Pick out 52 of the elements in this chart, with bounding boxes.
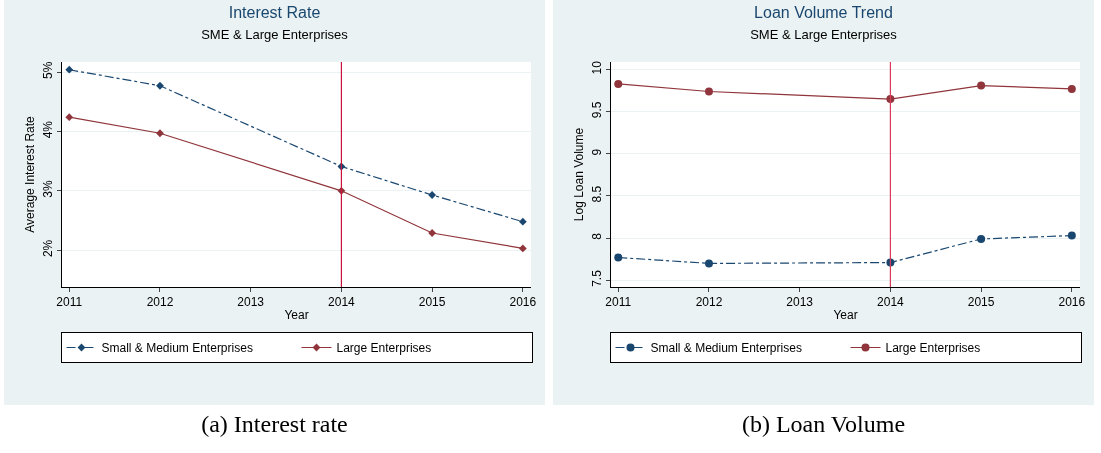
x-tick-label: 2016	[1058, 295, 1086, 310]
x-tick-label: 2016	[509, 295, 537, 310]
point	[1067, 84, 1076, 93]
x-tick-label: 2015	[967, 295, 995, 310]
point	[977, 81, 986, 90]
point	[156, 129, 164, 138]
x-tick-label: 2013	[786, 295, 814, 310]
x-tick-label: 2015	[418, 295, 446, 310]
x-tick-label: 2011	[56, 295, 83, 310]
y-tick-label: 10	[590, 60, 605, 75]
x-tick-label: 2012	[695, 295, 723, 310]
point	[704, 259, 713, 268]
point	[1067, 231, 1076, 240]
y-tick-label: 7.5	[590, 269, 605, 287]
y-tick-label: 4%	[41, 120, 56, 139]
point	[518, 244, 527, 253]
legend-label: Small & Medium Enterprises	[101, 341, 253, 356]
point	[156, 81, 164, 90]
legend-label: Small & Medium Enterprises	[650, 341, 802, 356]
chart-title: Loan Volume Trend	[754, 4, 893, 22]
point	[614, 79, 623, 88]
x-tick-label: 2012	[146, 295, 174, 310]
x-tick-label: 2011	[605, 295, 632, 310]
y-tick-label: 8	[590, 232, 605, 240]
x-tick-label: 2013	[237, 295, 265, 310]
chart-title: Interest Rate	[228, 4, 321, 22]
point	[65, 65, 74, 74]
y-tick-label: 5%	[41, 61, 56, 79]
y-axis-title: Average Interest Rate	[22, 115, 37, 233]
y-tick-label: 9	[590, 148, 605, 156]
point	[614, 253, 623, 262]
x-tick-label: 2014	[877, 295, 905, 310]
chart-subtitle: SME & Large Enterprises	[201, 27, 349, 43]
y-tick-label: 9.5	[590, 101, 605, 119]
y-axis-title: Log Loan Volume	[571, 127, 586, 222]
text: (a) Interest rate	[200, 411, 349, 438]
y-tick-label: 2%	[41, 239, 56, 258]
legend-label: Large Enterprises	[336, 341, 432, 356]
point	[428, 229, 437, 237]
y-tick-label: 8.5	[590, 185, 605, 203]
text: (b) Loan Volume	[740, 411, 907, 438]
point	[518, 217, 527, 226]
point	[65, 113, 74, 122]
x-tick-label: 2014	[328, 295, 356, 310]
point	[704, 87, 713, 96]
point	[428, 191, 437, 199]
x-axis-title: Year	[284, 308, 309, 323]
chart-subtitle: SME & Large Enterprises	[750, 27, 898, 43]
y-tick-label: 3%	[41, 180, 56, 198]
x-axis-title: Year	[833, 308, 858, 323]
point	[977, 234, 986, 243]
legend-label: Large Enterprises	[885, 341, 981, 356]
